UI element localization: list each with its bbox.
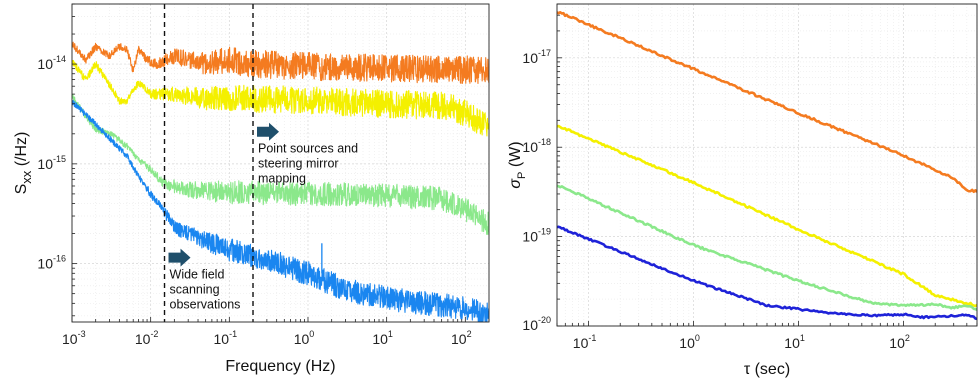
y-tick-label-1: 10-15 (37, 154, 66, 172)
series-line-1 (72, 59, 489, 137)
x-tick-label-1: 10-2 (135, 329, 159, 347)
x-tick-label-4: 101 (372, 329, 393, 347)
series-group (72, 41, 489, 322)
annotation-text-1-2: observations (170, 298, 241, 312)
axis-ticks (71, 3, 490, 322)
x-tick-label-2: 101 (784, 333, 805, 351)
plot-frame (71, 3, 490, 323)
x-tick-label-5: 102 (451, 329, 472, 347)
y-tick-label-2: 10-18 (522, 137, 551, 155)
series-line-2 (72, 93, 489, 236)
y-axis-label: σP (W) (507, 141, 528, 188)
y-tick-label-3: 10-17 (522, 48, 551, 66)
grid (556, 3, 978, 327)
x-tick-label-3: 102 (889, 333, 910, 351)
y-axis-label: Sxx (/Hz) (13, 132, 34, 195)
x-tick-label-0: 10-1 (573, 333, 597, 351)
series-line-0 (557, 10, 977, 194)
y-tick-label-2: 10-14 (37, 54, 66, 72)
annotation-arrow-0 (257, 122, 280, 141)
y-tick-label-0: 10-20 (522, 315, 551, 333)
x-tick-label-0: 10-3 (62, 329, 86, 347)
x-tick-label-2: 10-1 (214, 329, 238, 347)
x-tick-label-1: 100 (679, 333, 700, 351)
series-line-2 (557, 184, 977, 311)
series-line-3 (72, 99, 489, 322)
annotation-text-0-0: Point sources and (258, 142, 358, 156)
series-group (557, 10, 977, 321)
x-axis-label: Frequency (Hz) (225, 358, 335, 375)
y-tick-label-0: 10-16 (37, 254, 66, 272)
annotation-text-0-2: mapping (258, 172, 306, 186)
x-axis-label: τ (sec) (744, 361, 790, 378)
series-line-0 (72, 41, 489, 85)
annotation-text-1-0: Wide field (170, 268, 225, 282)
annotation-text-1-1: scanning (170, 283, 220, 297)
y-tick-label-1: 10-19 (522, 227, 551, 245)
axis-ticks (556, 3, 978, 327)
x-tick-label-3: 100 (294, 329, 315, 347)
series-line-1 (557, 124, 977, 308)
series-line-3 (557, 225, 977, 321)
annotation-arrow-1 (168, 248, 191, 267)
allan-deviation-plot: 10-1 100 101 102 10-20 10-19 10-18 10-17 τ (sec)… (507, 3, 978, 378)
annotation-text-0-1: steering mirror (258, 157, 339, 171)
